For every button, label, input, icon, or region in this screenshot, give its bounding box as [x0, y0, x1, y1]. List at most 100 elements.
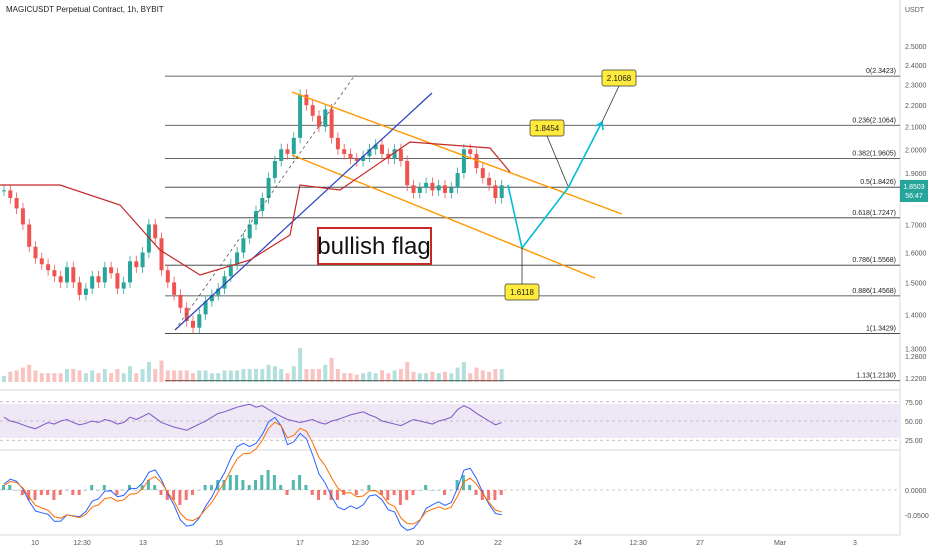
currency-label: USDT	[905, 7, 925, 14]
candle-body	[272, 160, 277, 178]
candle-body	[8, 190, 13, 199]
volume-bar	[493, 369, 498, 382]
macd-hist-bar	[266, 470, 270, 490]
volume-bar	[20, 367, 25, 382]
volume-bar	[449, 373, 454, 382]
macd-hist-bar	[209, 485, 213, 490]
volume-bar	[298, 348, 303, 382]
macd-hist-bar	[46, 490, 50, 495]
volume-bar	[77, 370, 82, 382]
volume-bar	[361, 373, 366, 382]
volume-bar	[33, 370, 38, 382]
candle-body	[493, 185, 498, 199]
candle-body	[424, 182, 429, 188]
trend-line-dashed	[174, 74, 356, 331]
macd-hist-bar	[52, 490, 56, 500]
candle-body	[304, 94, 309, 106]
macd-indicator	[0, 416, 900, 531]
macd-hist-bar	[83, 490, 87, 491]
callout-high-leader	[601, 85, 620, 123]
candle-body	[310, 105, 315, 116]
macd-hist-bar	[367, 485, 371, 490]
macd-hist-bar	[323, 490, 327, 495]
volume-bar	[474, 367, 479, 382]
volume-bar	[260, 369, 265, 382]
projection-path	[507, 121, 603, 250]
volume-bar	[140, 369, 145, 382]
macd-hist-bar	[487, 490, 491, 500]
macd-hist-bar	[392, 490, 396, 495]
volume-bar	[455, 367, 460, 382]
macd-hist-bar	[424, 485, 428, 490]
macd-tick-label: 0.0000	[905, 488, 927, 495]
fib-label: 0.886(1.4568)	[852, 288, 896, 295]
volume-bar	[436, 373, 441, 382]
time-tick-label: 12:30	[629, 540, 647, 547]
volume-bar	[128, 366, 132, 382]
time-tick-label: 20	[416, 540, 424, 547]
candle-body	[102, 267, 107, 283]
candle-body	[398, 149, 403, 161]
macd-hist-bar	[8, 485, 12, 490]
macd-hist-bar	[405, 490, 409, 500]
drawing-overlays	[0, 74, 623, 331]
macd-hist-bar	[178, 490, 182, 505]
price-tick-label: 1.5000	[905, 280, 927, 287]
price-tick-label: 1.4000	[905, 312, 927, 319]
candle-body	[291, 137, 296, 154]
macd-hist-bar	[121, 490, 125, 491]
candle-body	[417, 187, 422, 193]
macd-hist-bar	[386, 490, 390, 500]
rsi-tick-label: 50.00	[905, 419, 923, 426]
volume-bar	[254, 369, 258, 382]
volume-bar	[443, 371, 447, 382]
candle-body	[392, 149, 397, 159]
macd-hist-bar	[159, 490, 163, 495]
volume-bar	[424, 373, 429, 382]
macd-hist-bar	[90, 485, 94, 490]
candle-body	[27, 224, 32, 247]
candle-body	[487, 177, 492, 186]
volume-bar	[14, 370, 19, 382]
candle-body	[77, 282, 82, 295]
volume-bar	[430, 371, 435, 382]
macd-hist-bar	[348, 490, 352, 491]
volume-bar	[52, 373, 57, 382]
macd-hist-bar	[33, 490, 37, 500]
volume-bar	[115, 369, 120, 382]
candle-body	[247, 224, 252, 239]
candle-body	[317, 115, 321, 127]
axes: 2.5000 2.4000 2.3000 2.2000 2.1000 2.0000 1.90…	[31, 44, 929, 547]
callout-target-mid	[529, 119, 565, 137]
volume-bar	[386, 373, 391, 382]
macd-hist-bar	[499, 490, 503, 495]
macd-hist-bar	[102, 485, 106, 490]
volume-bar	[27, 364, 32, 382]
candle-body	[203, 301, 208, 315]
candle-body	[165, 270, 170, 283]
volume-bar	[235, 370, 240, 382]
price-tick-label: 2.2000	[905, 103, 927, 110]
volume-bar	[266, 364, 271, 382]
macd-hist-bar	[449, 490, 453, 491]
volume-bar	[46, 373, 51, 382]
volume-bar	[304, 369, 309, 382]
candlesticks	[2, 89, 504, 334]
volume-bar	[159, 360, 164, 382]
candle-body	[430, 182, 435, 191]
candle-body	[436, 185, 441, 191]
macd-hist-bar	[203, 485, 207, 490]
macd-hist-bar	[128, 485, 131, 490]
trend-line	[174, 92, 433, 331]
fib-label: 1.13(1.2130)	[856, 373, 896, 380]
macd-hist-bar	[298, 475, 302, 490]
last-price-tag	[900, 180, 928, 202]
macd-hist-bar	[109, 490, 113, 491]
macd-hist-bar	[115, 490, 119, 495]
macd-hist-bar	[335, 490, 339, 500]
macd-hist-bar	[279, 485, 283, 490]
candle-body	[153, 224, 158, 239]
macd-hist-bar	[430, 490, 434, 491]
macd-hist-bar	[436, 490, 440, 491]
